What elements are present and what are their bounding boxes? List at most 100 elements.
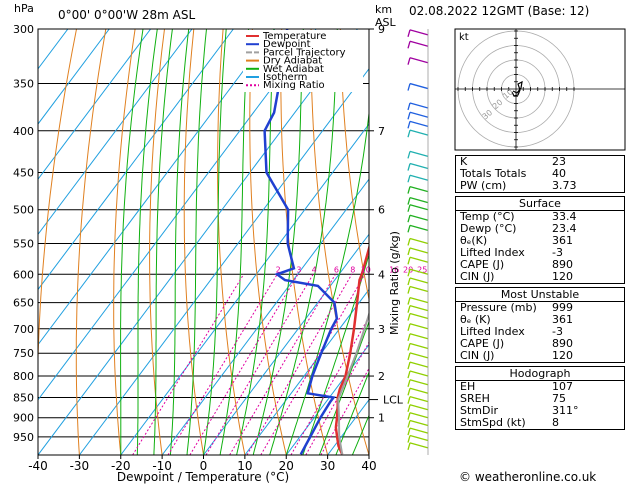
unstable-row: CIN (J) 120	[456, 350, 624, 362]
mixing-ratio-axis-label: Mixing Ratio (g/kg)	[388, 231, 401, 335]
surface-title: Surface	[456, 197, 624, 211]
wind-barb-flag	[407, 204, 411, 212]
wind-barb-flag	[407, 442, 411, 451]
wet-adiabat	[269, 29, 338, 455]
wind-barb	[409, 404, 429, 411]
wind-barb-flag	[407, 225, 411, 233]
legend-entry: Temperature	[262, 31, 326, 42]
pressure-tick-label: 850	[13, 391, 34, 404]
dry-adiabat	[183, 29, 204, 455]
pressure-tick-label: 450	[13, 166, 34, 179]
index-row: PW (cm) 3.73	[456, 180, 624, 192]
series-parcel-trajectory	[337, 311, 369, 455]
wind-barb-flag	[407, 297, 411, 305]
mixing-ratio-label: 25	[417, 265, 427, 274]
surface-label: CIN (J)	[460, 270, 495, 283]
legend-entry: Mixing Ratio	[263, 80, 325, 91]
wet-adiabat	[203, 29, 227, 455]
mixing-ratio-label: 8	[350, 265, 355, 274]
location-title: 0°00' 0°00'W 28m ASL	[58, 8, 196, 22]
dry-adiabat	[38, 29, 77, 455]
wind-barb	[409, 204, 429, 211]
temperature-tick-label: 10	[237, 459, 252, 473]
unstable-row: Lifted Index -3	[456, 326, 624, 338]
surface-row: Lifted Index -3	[456, 247, 624, 259]
wind-barb	[409, 277, 429, 284]
unstable-label: CAPE (J)	[460, 337, 505, 350]
isotherm	[38, 29, 110, 125]
indices-panel: K 23 Totals Totals 40 PW (cm) 3.73 Surface Te…	[455, 155, 625, 433]
wind-barb-flag	[407, 57, 411, 65]
wind-barb	[409, 256, 429, 263]
hodo-label: StmSpd (kt)	[460, 416, 526, 429]
pressure-tick-label: 900	[13, 412, 34, 425]
hodo-row: SREH 75	[456, 393, 624, 405]
wind-barb-flag	[407, 215, 411, 223]
wind-barb	[409, 323, 429, 330]
unstable-label: Pressure (mb)	[460, 301, 537, 314]
wind-barb	[409, 442, 429, 449]
wind-barb-flag	[407, 247, 411, 256]
temperature-tick-label: -30	[70, 459, 90, 473]
mixing-ratio-line	[260, 274, 366, 455]
wind-barb-flag	[407, 427, 411, 436]
surface-label: Dewp (°C)	[460, 222, 517, 235]
wind-barb	[409, 102, 429, 109]
index-label: PW (cm)	[460, 179, 507, 192]
pressure-tick-label: 650	[13, 297, 34, 310]
wind-barb	[409, 396, 429, 403]
hodo-value: 311°	[552, 404, 579, 417]
pressure-tick-label: 550	[13, 237, 34, 250]
hodo-value: 75	[552, 392, 566, 405]
legend-box	[243, 30, 363, 92]
index-label: K	[460, 155, 468, 168]
wind-barb	[409, 434, 429, 442]
isotherm	[244, 288, 369, 455]
indices-box: K 23 Totals Totals 40 PW (cm) 3.73	[455, 155, 625, 193]
surface-row: Temp (°C) 33.4	[456, 211, 624, 223]
wind-barb	[409, 419, 429, 427]
wind-barb-flag	[407, 121, 411, 129]
km-tick-label: 3	[378, 323, 385, 336]
wind-barb-flag	[407, 361, 411, 370]
hodo-value: 107	[552, 380, 573, 393]
wind-barb	[409, 120, 429, 127]
hodograph-title: Hodograph	[456, 367, 624, 381]
wind-barb	[409, 296, 429, 304]
index-value: 3.73	[552, 179, 577, 192]
wind-barb	[409, 361, 429, 368]
wind-barb-flag	[407, 277, 411, 286]
isotherm	[38, 29, 152, 180]
mixing-ratio-label: 3	[296, 265, 301, 274]
pressure-tick-label: 350	[13, 78, 34, 91]
wind-barb	[409, 268, 429, 275]
km-tick-label: 7	[378, 125, 385, 138]
dry-adiabat	[149, 29, 165, 455]
wind-barb-flag	[407, 286, 411, 294]
surface-label: Lifted Index	[460, 246, 525, 259]
wind-barb-flag	[407, 379, 411, 387]
hodo-value: 8	[552, 416, 559, 429]
surface-row: CAPE (J) 890	[456, 259, 624, 271]
wind-barb-flag	[407, 370, 411, 379]
wet-adiabat	[136, 29, 158, 455]
hpa-label: hPa	[14, 2, 34, 15]
wind-barb-flag	[407, 130, 411, 138]
unstable-row: Pressure (mb) 999	[456, 302, 624, 314]
wet-adiabat	[153, 29, 173, 455]
wind-barb-flag	[407, 41, 411, 49]
wind-barb-flag	[407, 102, 411, 111]
mixing-ratio-label: 6	[334, 265, 339, 274]
unstable-value: 890	[552, 337, 573, 350]
wind-barb	[409, 196, 429, 204]
wind-barb-flag	[407, 186, 411, 194]
legend-entry: Parcel Trajectory	[263, 47, 346, 58]
wind-barb-flag	[407, 404, 411, 412]
wind-barb-flag	[407, 435, 411, 443]
mixing-ratio-label: 10	[361, 265, 371, 274]
wind-barb	[409, 185, 429, 193]
credit-text: © weatheronline.co.uk	[459, 470, 597, 484]
wind-barb-flag	[407, 257, 411, 265]
